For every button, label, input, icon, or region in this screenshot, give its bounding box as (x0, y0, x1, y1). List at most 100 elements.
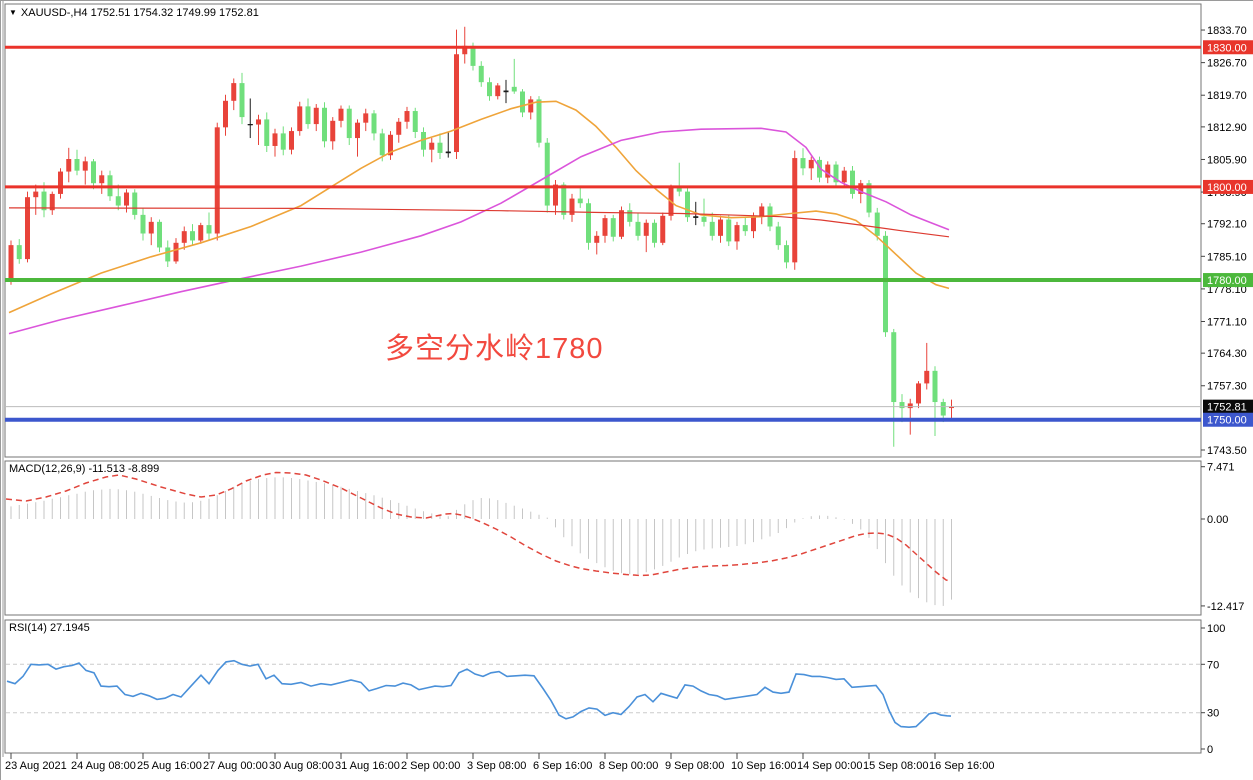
candle-down (561, 184, 567, 215)
candle-up (313, 107, 319, 125)
chart-title: ▼ XAUUSD-,H4 1752.51 1754.32 1749.99 1752… (9, 7, 259, 19)
candle-up (949, 406, 954, 409)
candle-down (784, 245, 789, 263)
candle-down (190, 231, 195, 241)
candle-down (891, 332, 897, 403)
candle-down (132, 192, 138, 215)
candle-up (330, 120, 336, 142)
candle-down (652, 222, 657, 243)
candle-up (907, 403, 913, 409)
candle-down (379, 133, 385, 156)
candle-down (487, 82, 492, 97)
price-tick-label: 1792.10 (1207, 219, 1247, 231)
candle-up (214, 127, 220, 234)
candle-down (940, 402, 946, 416)
macd-axis-label: -12.417 (1207, 601, 1244, 613)
price-tick-label: 1819.70 (1207, 90, 1247, 102)
candle-down (536, 99, 542, 143)
price-tick-label: 1805.90 (1207, 154, 1247, 166)
candle-down (41, 191, 47, 211)
price-level-badge-label: 1752.81 (1207, 402, 1247, 414)
candle-up (825, 164, 831, 178)
candle-down (685, 191, 690, 218)
rsi-axis-label: 0 (1207, 744, 1213, 756)
price-tick-label: 1764.30 (1207, 348, 1247, 360)
candle-up (256, 119, 261, 125)
price-tick-label: 1771.10 (1207, 316, 1247, 328)
candle-up (643, 222, 649, 236)
candle-down (412, 111, 418, 132)
candle-up (363, 113, 369, 123)
candle-up (66, 159, 72, 172)
candle-up (297, 106, 303, 132)
candle-up (8, 245, 14, 280)
price-level-badge-label: 1800.00 (1207, 182, 1247, 194)
candle-down (899, 402, 905, 409)
candle-down (883, 235, 888, 333)
candle-up (173, 242, 179, 262)
candle-down (726, 219, 732, 242)
candle-up (223, 100, 228, 128)
symbol-dropdown-icon[interactable]: ▼ (9, 8, 17, 17)
candle-down (817, 159, 822, 178)
candle-down (157, 221, 162, 248)
candle-down (586, 203, 591, 243)
candle-up (916, 383, 921, 404)
ma-slow-red (8, 207, 950, 238)
price-level-badge-label: 1750.00 (1207, 415, 1247, 427)
candle-down (470, 45, 476, 66)
rsi-panel-frame (4, 619, 1202, 754)
candle-up (454, 54, 459, 153)
candle-down (421, 131, 426, 150)
candle-up (231, 83, 237, 101)
candle-up (148, 221, 154, 234)
price-level-badge (1203, 399, 1253, 414)
price-tick-label: 1757.30 (1207, 381, 1247, 393)
candle-down (239, 83, 245, 118)
candle-down (140, 214, 146, 234)
rsi-axis-label: 30 (1207, 708, 1219, 720)
candle-up (338, 108, 344, 121)
candle-down (437, 142, 443, 153)
price-level-badge (1203, 40, 1253, 55)
candle-up (429, 142, 435, 150)
candle-up (553, 184, 558, 206)
candle-down (346, 108, 352, 139)
price-tick-label: 1826.70 (1207, 58, 1247, 70)
price-tick-label: 1743.50 (1207, 445, 1247, 457)
macd-panel-frame (4, 460, 1202, 616)
price-level-badge (1203, 412, 1253, 427)
price-level-badge (1203, 179, 1253, 194)
candle-up (660, 215, 666, 243)
candle-up (528, 99, 534, 113)
macd-indicator-label: MACD(12,26,9) -11.513 -8.899 (9, 463, 160, 475)
candle-down (91, 161, 96, 184)
candle-down (866, 183, 872, 213)
candle-up (569, 198, 575, 215)
price-level-badge-label: 1780.00 (1207, 275, 1247, 287)
candle-up (272, 133, 278, 146)
rsi-axis-label: 70 (1207, 659, 1219, 671)
candle-up (693, 216, 699, 218)
candle-up (99, 175, 105, 184)
candle-up (718, 219, 723, 236)
candle-down (371, 113, 377, 134)
candle-up (858, 183, 864, 194)
candle-up (33, 191, 39, 198)
candle-up (841, 170, 847, 183)
price-level-badge-label: 1830.00 (1207, 42, 1247, 54)
candle-up (289, 131, 294, 150)
candle-down (115, 196, 121, 206)
annotation-text[interactable]: 多空分水岭1780 (385, 333, 604, 365)
candle-down (701, 216, 707, 222)
candle-up (49, 193, 55, 211)
candle-down (932, 370, 938, 403)
candle-down (478, 65, 484, 83)
rsi-axis-label: 100 (1207, 623, 1225, 635)
candle-up (82, 161, 88, 171)
candle-up (462, 45, 468, 55)
candle-down (850, 170, 855, 194)
candle-down (74, 159, 80, 171)
